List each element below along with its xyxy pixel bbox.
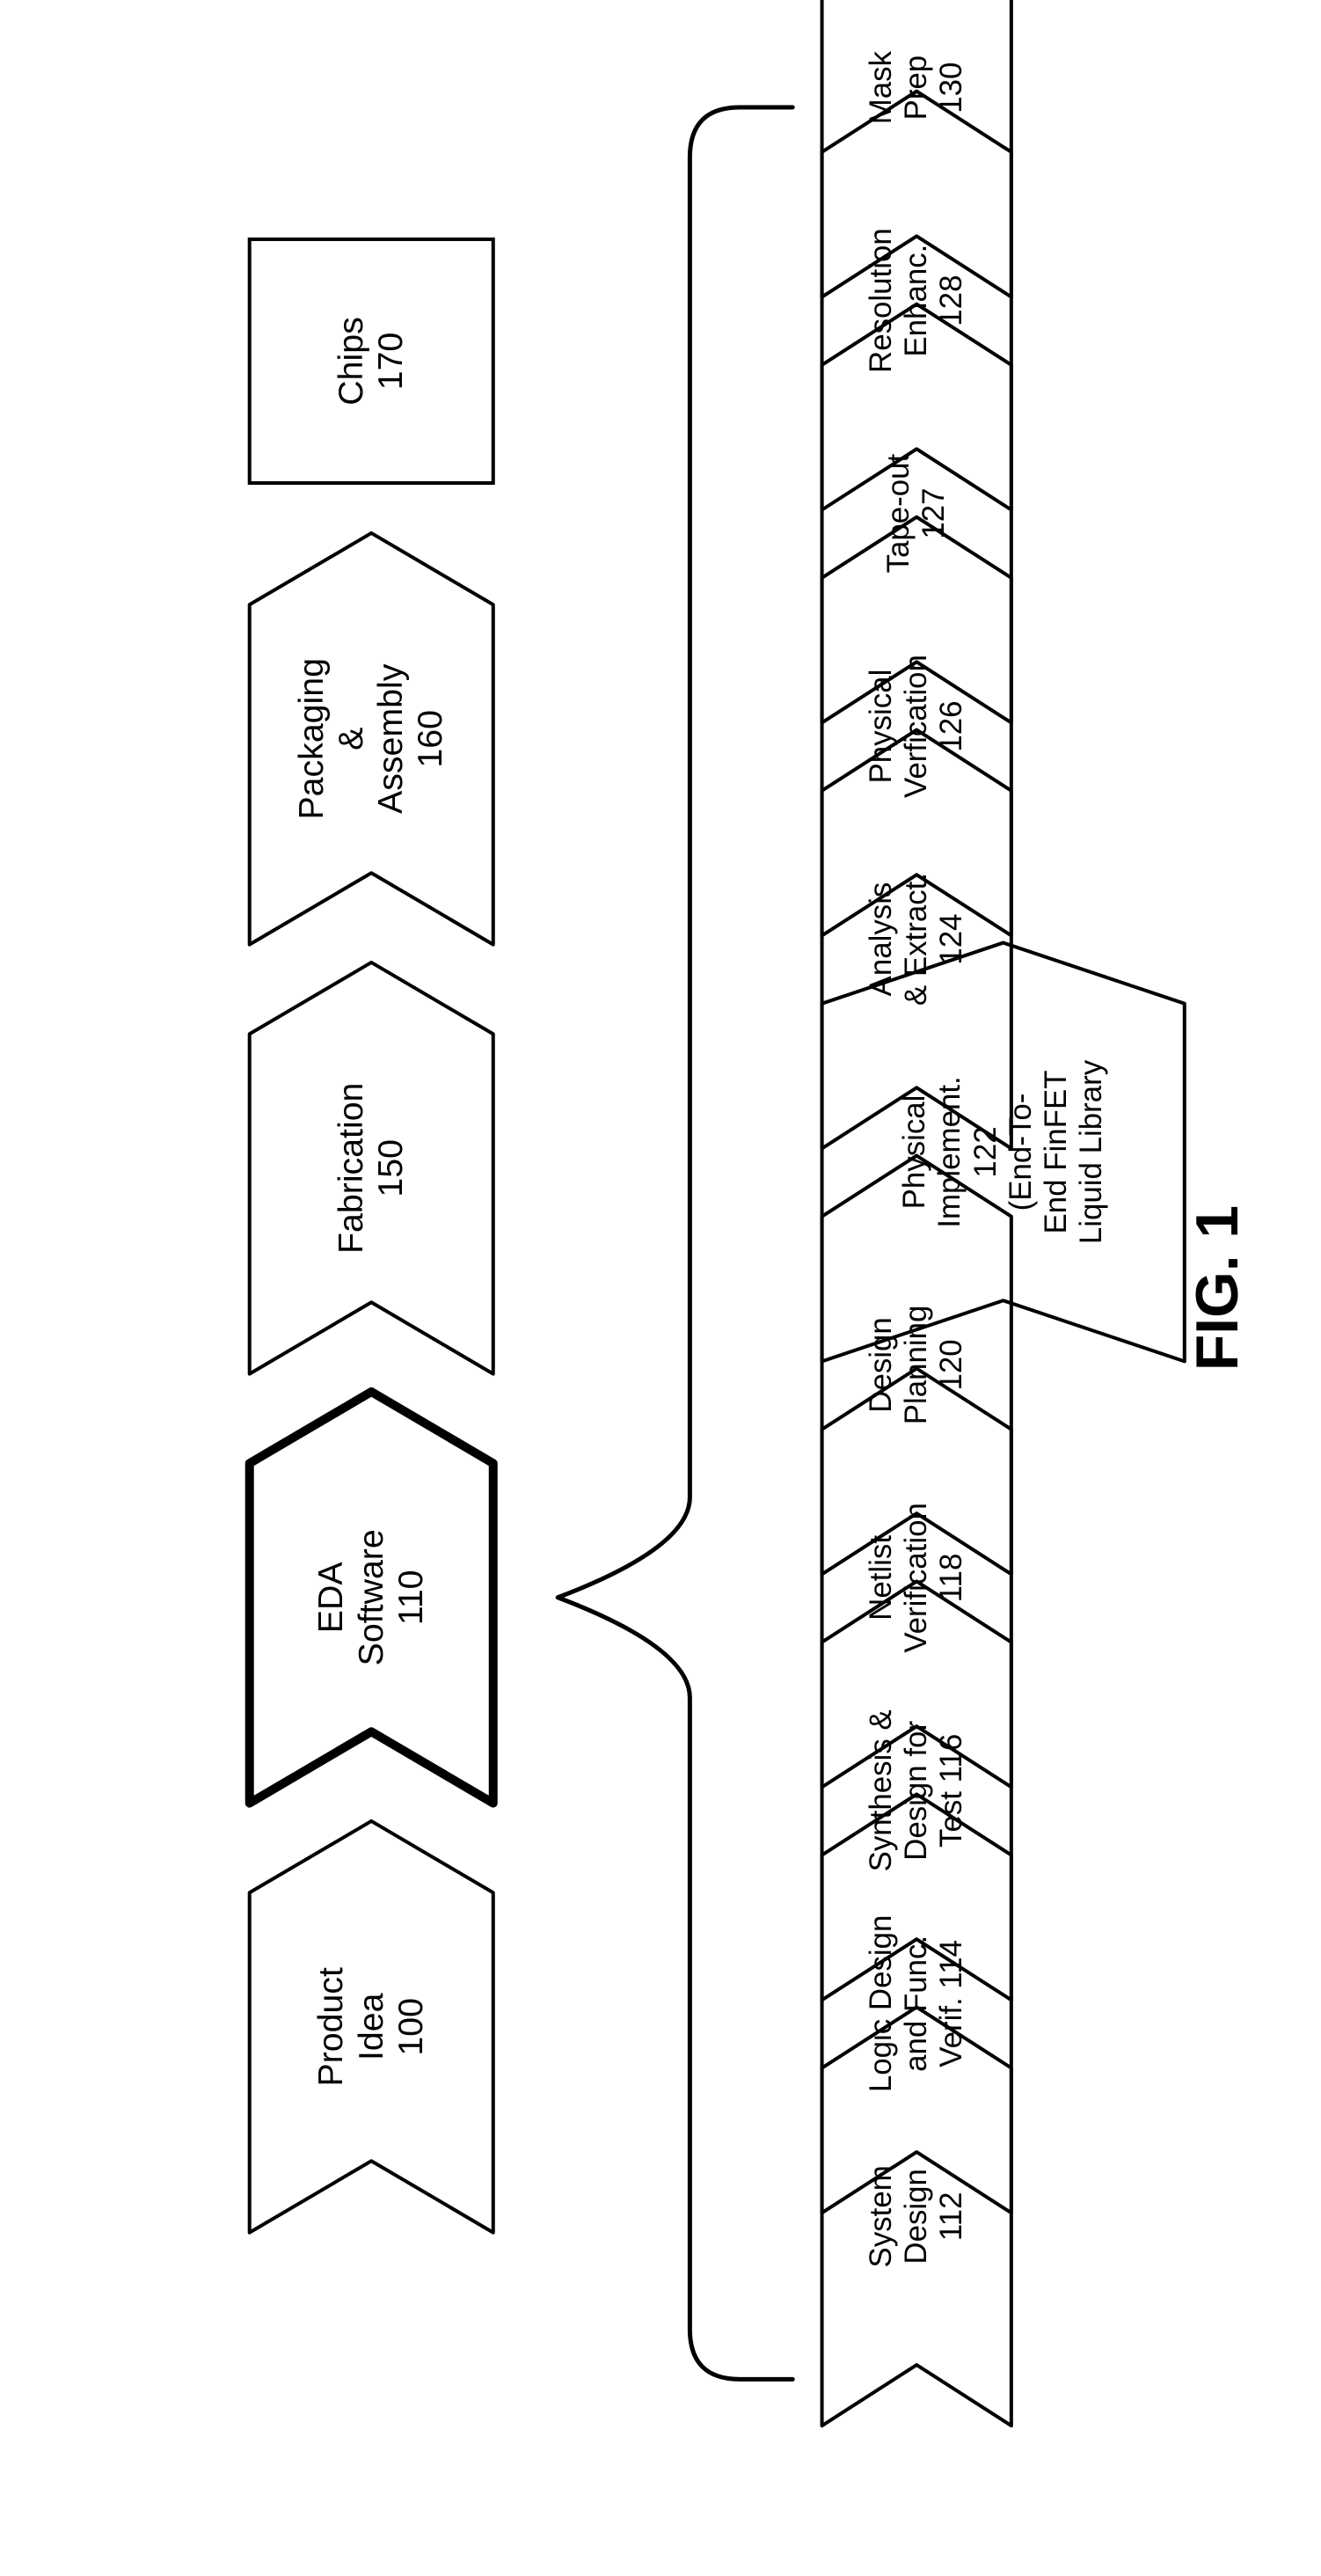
resolution-enhanc-chevron bbox=[822, 91, 1011, 510]
eda-software-chevron bbox=[250, 1392, 493, 1804]
physical-verification-chevron bbox=[822, 517, 1011, 936]
synthesis-chevron bbox=[822, 1581, 1011, 2000]
tape-out-chevron bbox=[822, 304, 1011, 723]
packaging-chevron bbox=[250, 533, 493, 945]
analysis-extract-chevron bbox=[822, 730, 1011, 1149]
fabrication-chevron bbox=[250, 962, 493, 1374]
product-idea-chevron bbox=[250, 1821, 493, 2233]
design-planning-chevron bbox=[822, 1156, 1011, 1575]
system-design-chevron bbox=[822, 2007, 1011, 2426]
mask-prep-chevron bbox=[822, 0, 1011, 297]
physical-implement-chevron bbox=[822, 943, 1185, 1362]
curly-brace bbox=[558, 107, 792, 2379]
netlist-verification-chevron bbox=[822, 1369, 1011, 1788]
logic-design-chevron bbox=[822, 1794, 1011, 2213]
